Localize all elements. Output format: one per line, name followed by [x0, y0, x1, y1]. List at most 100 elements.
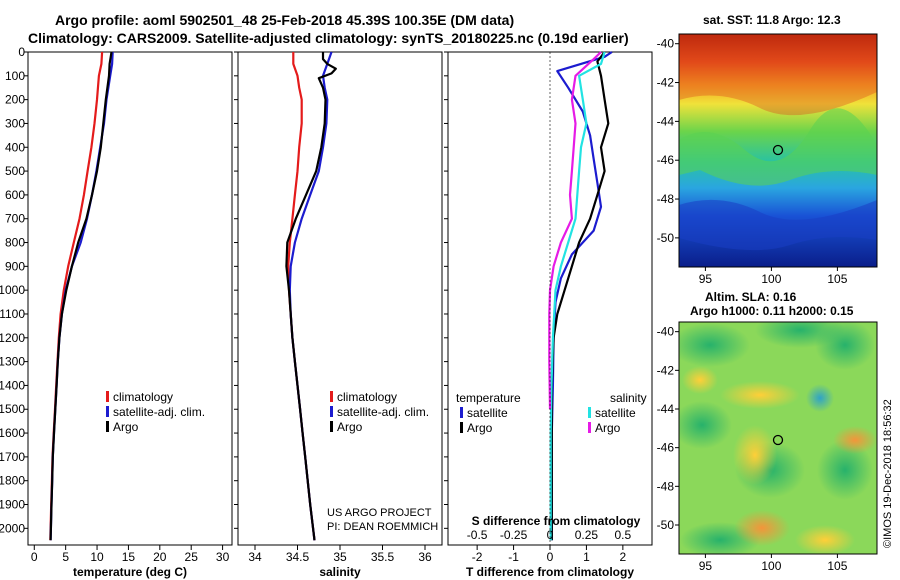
- top-tick-label: 0: [547, 528, 554, 542]
- map-y-tick-label: -42: [657, 76, 675, 90]
- y-tick-label: 0: [18, 45, 25, 59]
- legend-swatch: [588, 407, 591, 418]
- series-line-argo: [550, 51, 610, 541]
- sst-map-frame: [678, 33, 878, 268]
- sla-blob: [720, 381, 800, 409]
- x-axis-label: salinity: [319, 565, 361, 579]
- map-x-tick-label: 95: [699, 559, 713, 573]
- figure-title-line2: Climatology: CARS2009. Satellite-adjuste…: [28, 30, 629, 46]
- x-tick-label: 20: [153, 550, 167, 564]
- top-tick-label: -0.5: [467, 528, 488, 542]
- top-tick-label: 0.5: [615, 528, 632, 542]
- x-axis-label: temperature (deg C): [73, 565, 187, 579]
- sla-float-marker: [772, 434, 784, 446]
- x-tick-label: 35.5: [371, 550, 395, 564]
- legend-swatch: [460, 407, 463, 418]
- y-tick-label: 700: [5, 212, 25, 226]
- sla-blob: [682, 366, 718, 394]
- series-line-satellite: [549, 51, 606, 541]
- x-tick-label: -2: [472, 550, 483, 564]
- top-axis-label: S difference from climatology: [472, 514, 641, 528]
- x-tick-label: 2: [620, 550, 627, 564]
- sla-map-title-1: Altim. SLA: 0.16: [705, 290, 797, 304]
- temperature-panel: 0 5 10 15 20 25 30 temperature (deg C) 0 100 200 30…: [0, 45, 233, 579]
- legend-title-temperature: temperature: [456, 391, 521, 405]
- legend-label: satellite-adj. clim.: [337, 405, 429, 419]
- legend-title-salinity: salinity: [610, 391, 647, 405]
- sla-blob: [815, 322, 875, 370]
- map-y-tick-label: -46: [657, 153, 675, 167]
- figure-title-line1: Argo profile: aoml 5902501_48 25-Feb-201…: [55, 12, 514, 28]
- legend-label: Argo: [337, 420, 363, 434]
- legend-swatch: [330, 406, 333, 417]
- sst-map-title: sat. SST: 11.8 Argo: 12.3: [703, 13, 841, 27]
- top-tick-label: 0.25: [575, 528, 599, 542]
- sst-green-band: [679, 108, 877, 186]
- legend-label: Argo: [595, 421, 621, 435]
- y-tick-label: 300: [5, 116, 25, 130]
- map-x-tick-label: 100: [761, 559, 781, 573]
- y-tick-label: 900: [5, 259, 25, 273]
- y-tick-label: 1700: [0, 450, 25, 464]
- legend-swatch: [330, 421, 333, 432]
- y-tick-label: 1200: [0, 331, 25, 345]
- legend-swatch: [106, 406, 109, 417]
- legend-label: satellite: [595, 406, 636, 420]
- sla-blob: [679, 401, 732, 449]
- x-axis-label: T difference from climatology: [466, 565, 634, 579]
- y-tick-label: 200: [5, 93, 25, 107]
- sst-float-marker: [772, 144, 784, 156]
- map-x-tick-label: 100: [761, 272, 781, 286]
- plot-frame: [27, 51, 233, 546]
- map-y-tick-label: -40: [657, 37, 675, 51]
- salinity-panel: 34 34.5 35 35.5 36 salinity climatologysatelli…: [234, 51, 443, 579]
- series-line-argo: [285, 52, 337, 541]
- map-axes: 95 100 105 -40 -42 -44 -46 -48 -50 95 100 105 -40 -42…: [657, 37, 848, 573]
- sla-map-title-2: Argo h1000: 0.11 h2000: 0.15: [690, 304, 854, 318]
- sla-map-frame: [678, 321, 878, 555]
- x-tick-label: 10: [90, 550, 104, 564]
- y-tick-label: 1500: [0, 402, 25, 416]
- y-tick-label: 1600: [0, 426, 25, 440]
- y-tick-label: 1800: [0, 474, 25, 488]
- legend-label: climatology: [337, 390, 397, 404]
- x-tick-label: 5: [62, 550, 69, 564]
- sla-blob: [795, 525, 855, 554]
- map-y-tick-label: -40: [657, 325, 675, 339]
- y-tick-label: 1900: [0, 498, 25, 512]
- y-tick-label: 100: [5, 69, 25, 83]
- map-x-tick-label: 95: [699, 272, 713, 286]
- project-credit: US ARGO PROJECT: [327, 507, 432, 519]
- y-tick-label: 600: [5, 188, 25, 202]
- x-tick-label: 25: [185, 550, 199, 564]
- legend-label: climatology: [113, 390, 173, 404]
- map-y-tick-label: -50: [657, 231, 675, 245]
- legend-swatch: [330, 391, 333, 402]
- sla-blob: [733, 425, 777, 485]
- sla-blob: [833, 426, 877, 454]
- sst-map-panel: sat. SST: 11.8 Argo: 12.3: [678, 13, 878, 268]
- x-tick-label: 35: [333, 550, 347, 564]
- sla-blob: [679, 323, 750, 367]
- difference-panel: -2 -1 0 1 2T difference from climatology temp…: [444, 51, 653, 579]
- map-y-tick-label: -48: [657, 479, 675, 493]
- series-line-satellite: [550, 51, 613, 541]
- map-y-tick-label: -42: [657, 363, 675, 377]
- series-line-climatology: [49, 51, 104, 541]
- top-tick-label: -0.25: [500, 528, 528, 542]
- x-tick-label: 36: [418, 550, 432, 564]
- legend-swatch: [106, 391, 109, 402]
- map-y-tick-label: -50: [657, 518, 675, 532]
- x-tick-label: 34: [248, 550, 262, 564]
- series-line-climatology: [287, 52, 316, 541]
- map-y-tick-label: -44: [657, 114, 675, 128]
- y-tick-label: 500: [5, 164, 25, 178]
- y-tick-label: 800: [5, 236, 25, 250]
- x-tick-label: 0: [31, 550, 38, 564]
- sla-blob: [734, 510, 790, 546]
- legend-swatch: [588, 422, 591, 433]
- x-tick-label: 1: [583, 550, 590, 564]
- legend-label: satellite: [467, 406, 508, 420]
- y-tick-label: 2000: [0, 521, 25, 535]
